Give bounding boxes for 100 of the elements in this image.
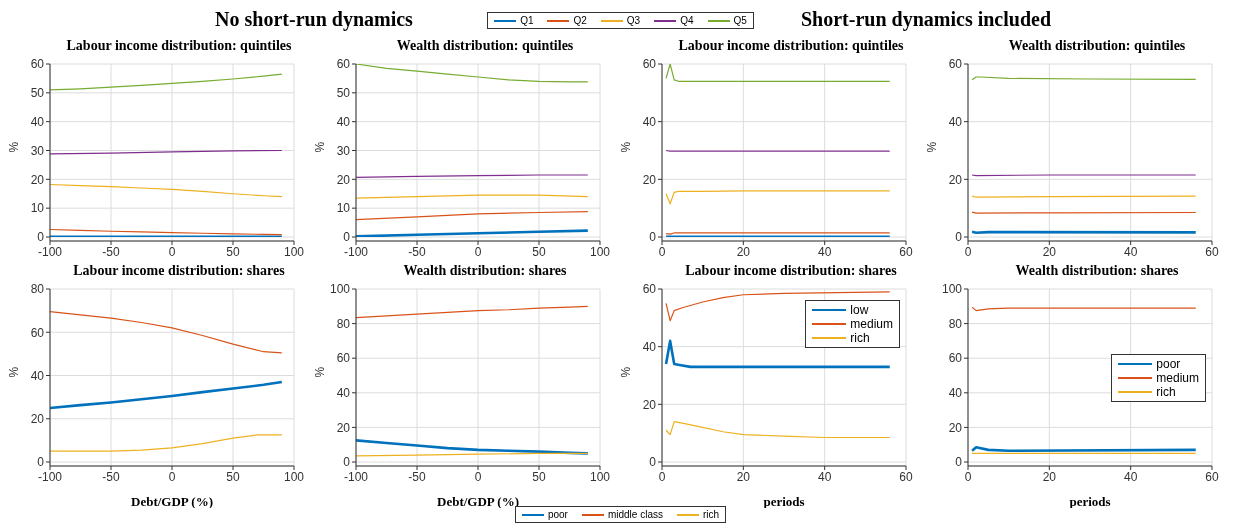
line-series (356, 439, 590, 455)
y-tick-label: 40 (642, 114, 657, 129)
y-tick-label: 60 (30, 57, 45, 72)
legend-label: Q2 (573, 15, 587, 26)
line-series (356, 64, 589, 83)
y-axis-title: % (7, 141, 22, 153)
line-series (356, 211, 589, 221)
chart-title: Wealth distribution: shares (1014, 263, 1180, 280)
y-tick-label: 10 (336, 201, 351, 216)
y-tick-label: 0 (955, 455, 963, 470)
y-axis-title: % (925, 141, 940, 153)
legend-label: medium (850, 316, 893, 331)
y-tick-label: 60 (948, 351, 963, 366)
x-tick-label: 40 (817, 469, 832, 484)
x-tick-label: 60 (899, 469, 913, 484)
y-tick-label: 40 (30, 114, 45, 129)
y-axis-title: % (313, 366, 328, 378)
y-tick-label: 10 (30, 201, 45, 216)
line-series (356, 305, 589, 319)
y-axis-title: % (7, 366, 22, 378)
x-tick-label: 60 (1205, 244, 1219, 259)
legend-label: low (850, 302, 869, 317)
y-tick-label: 50 (30, 86, 45, 101)
y-tick-label: 40 (336, 114, 351, 129)
y-tick-label: 60 (30, 325, 45, 340)
y-axis-title: % (313, 141, 328, 153)
y-tick-label: 100 (941, 282, 963, 297)
x-tick-label: 50 (532, 244, 546, 259)
x-tick-label: 60 (899, 244, 913, 259)
y-axis-title: % (619, 366, 634, 378)
x-tick-label: 50 (226, 244, 240, 259)
x-tick-label: -100 (343, 244, 369, 259)
y-tick-label: 40 (642, 339, 657, 354)
y-tick-label: 20 (336, 172, 351, 187)
line-series (665, 190, 891, 205)
y-tick-label: 60 (948, 57, 963, 72)
x-tick-label: 100 (589, 469, 611, 484)
x-tick-label: 0 (168, 244, 176, 259)
y-axis-title: % (619, 141, 634, 153)
x-tick-label: -50 (408, 244, 426, 259)
chart-subtitle: No short-run dynamics (215, 8, 413, 30)
legend-label: poor (1156, 357, 1181, 372)
x-tick-label: 100 (283, 244, 305, 259)
legend-label: Q1 (520, 15, 534, 26)
x-axis-title: Debt/GDP (%) (131, 494, 213, 509)
y-tick-label: 60 (642, 57, 657, 72)
x-tick-label: 100 (589, 244, 611, 259)
x-tick-label: -50 (408, 469, 426, 484)
x-tick-label: 20 (736, 469, 751, 484)
x-tick-label: 20 (1042, 244, 1057, 259)
x-tick-label: -50 (102, 244, 120, 259)
x-tick-label: 50 (532, 469, 546, 484)
x-tick-label: -100 (37, 244, 63, 259)
y-tick-label: 20 (336, 420, 351, 435)
x-axis-title: periods (763, 494, 805, 509)
y-tick-label: 20 (642, 397, 657, 412)
y-tick-label: 60 (642, 282, 657, 297)
legend-label: rich (1156, 385, 1176, 400)
legend-label: Q5 (733, 15, 747, 26)
x-tick-label: 60 (1205, 469, 1219, 484)
y-tick-label: 0 (649, 230, 657, 245)
x-tick-label: 40 (1123, 469, 1138, 484)
y-tick-label: 0 (37, 455, 45, 470)
y-tick-label: 40 (948, 386, 963, 401)
x-tick-label: -100 (343, 469, 369, 484)
legend-label: poor (547, 509, 568, 520)
y-tick-label: 0 (343, 230, 351, 245)
line-series (50, 183, 283, 198)
legend-label: middle class (607, 509, 663, 520)
line-series (665, 64, 891, 82)
legend-label: rich (850, 330, 870, 345)
x-axis-title: periods (1069, 494, 1111, 509)
x-tick-label: -50 (102, 469, 120, 484)
x-tick-label: 40 (1123, 244, 1138, 259)
chart-title: Labour income distribution: shares (684, 263, 898, 280)
x-tick-label: 0 (474, 244, 482, 259)
y-tick-label: 60 (336, 351, 351, 366)
legend-label: rich (702, 509, 720, 520)
x-tick-label: 0 (168, 469, 176, 484)
x-tick-label: 20 (1042, 469, 1057, 484)
x-tick-label: 50 (226, 469, 240, 484)
y-tick-label: 0 (343, 455, 351, 470)
y-tick-label: 30 (30, 143, 45, 158)
y-tick-label: 20 (948, 420, 963, 435)
line-series (50, 380, 284, 410)
y-tick-label: 20 (642, 172, 657, 187)
chart-title: Labour income distribution: quintiles (65, 38, 293, 55)
legend-label: Q4 (680, 15, 694, 26)
chart-title: Labour income distribution: shares (72, 263, 286, 280)
y-tick-label: 0 (649, 455, 657, 470)
y-tick-label: 0 (37, 230, 45, 245)
y-tick-label: 80 (336, 316, 351, 331)
y-tick-label: 40 (30, 368, 45, 383)
legend-label: medium (1156, 371, 1199, 386)
line-series (50, 311, 283, 354)
y-tick-label: 20 (30, 412, 45, 427)
chart-title: Labour income distribution: quintiles (677, 38, 905, 55)
chart-title: Wealth distribution: quintiles (1007, 38, 1187, 55)
y-tick-label: 60 (336, 57, 351, 72)
y-tick-label: 20 (30, 172, 45, 187)
